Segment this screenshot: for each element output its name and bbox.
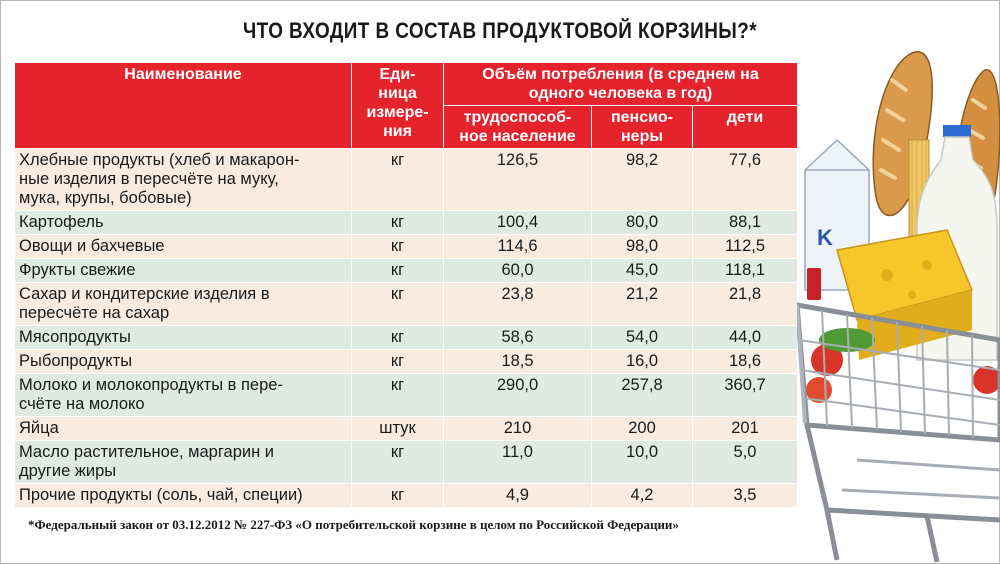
row-children-value: 18,6	[691, 349, 799, 374]
row-working-value: 4,9	[443, 483, 592, 508]
row-unit-cell: кг	[351, 483, 444, 508]
row-name-cell: Рыбопродукты	[14, 349, 352, 374]
row-pensioners-value: 16,0	[591, 349, 693, 374]
table-row: Рыбопродукты кг 18,5 16,0 18,6	[14, 349, 799, 374]
row-unit-cell: кг	[351, 258, 444, 283]
grocery-cart-illustration: K	[797, 51, 1000, 563]
header-consumption: Объём потребления (в среднем на одного ч…	[442, 62, 799, 106]
row-working-value: 210	[443, 416, 592, 441]
table-row: Хлебные продукты (хлеб и макарон- ные из…	[14, 148, 799, 211]
table-row: Мясопродукты кг 58,6 54,0 44,0	[14, 325, 799, 350]
row-pensioners-value: 80,0	[591, 210, 693, 235]
row-working-value: 114,6	[443, 234, 592, 259]
row-pensioners-value: 21,2	[591, 282, 693, 326]
row-children-value: 112,5	[691, 234, 799, 259]
row-children-value: 360,7	[691, 373, 799, 417]
row-working-value: 100,4	[443, 210, 592, 235]
shopping-cart-icon	[797, 268, 1000, 563]
header-name: Наименование	[14, 62, 352, 149]
row-unit-cell: кг	[351, 282, 444, 326]
row-unit-cell: кг	[351, 325, 444, 350]
row-unit-cell: штук	[351, 416, 444, 441]
row-children-value: 201	[691, 416, 799, 441]
row-name-cell: Картофель	[14, 210, 352, 235]
row-children-value: 77,6	[691, 148, 799, 211]
row-pensioners-value: 54,0	[591, 325, 693, 350]
row-children-value: 5,0	[691, 440, 799, 484]
row-working-value: 60,0	[443, 258, 592, 283]
header-unit: Еди- ница измере- ния	[351, 62, 444, 149]
table-row: Овощи и бахчевые кг 114,6 98,0 112,5	[14, 234, 799, 259]
table-row: Фрукты свежие кг 60,0 45,0 118,1	[14, 258, 799, 283]
header-working: трудоспособ- ное население	[443, 105, 592, 149]
row-unit-cell: кг	[351, 440, 444, 484]
row-children-value: 118,1	[691, 258, 799, 283]
table-row: Яйца штук 210 200 201	[14, 416, 799, 441]
table-subheader-row: трудоспособ- ное население пенсио- неры …	[15, 105, 799, 149]
row-pensioners-value: 98,0	[591, 234, 693, 259]
row-pensioners-value: 10,0	[591, 440, 693, 484]
row-name-cell: Яйца	[14, 416, 352, 441]
row-name-cell: Мясопродукты	[14, 325, 352, 350]
row-name-cell: Прочие продукты (соль, чай, специи)	[14, 483, 352, 508]
row-working-value: 11,0	[443, 440, 592, 484]
table-row: Масло растительное, маргарин и другие жи…	[14, 440, 799, 484]
row-unit-cell: кг	[351, 234, 444, 259]
row-pensioners-value: 257,8	[591, 373, 693, 417]
row-name-cell: Хлебные продукты (хлеб и макарон- ные из…	[14, 148, 352, 211]
row-unit-cell: кг	[351, 148, 444, 211]
table-row: Прочие продукты (соль, чай, специи) кг 4,9…	[14, 483, 799, 508]
row-children-value: 3,5	[691, 483, 799, 508]
row-pensioners-value: 98,2	[591, 148, 693, 211]
row-working-value: 18,5	[443, 349, 592, 374]
row-pensioners-value: 45,0	[591, 258, 693, 283]
row-unit-cell: кг	[351, 210, 444, 235]
row-name-cell: Сахар и кондитерские изделия в пересчёте…	[14, 282, 352, 326]
row-working-value: 126,5	[443, 148, 592, 211]
page-title: ЧТО ВХОДИТ В СОСТАВ ПРОДУКТОВОЙ КОРЗИНЫ?…	[242, 18, 758, 43]
row-working-value: 58,6	[443, 325, 592, 350]
table-row: Картофель кг 100,4 80,0 88,1	[14, 210, 799, 235]
row-children-value: 44,0	[691, 325, 799, 350]
grocery-basket-table: Наименование Еди- ница измере- ния Объём…	[14, 62, 799, 508]
footnote: *Федеральный закон от 03.12.2012 № 227-Ф…	[28, 517, 679, 532]
row-pensioners-value: 4,2	[591, 483, 693, 508]
row-unit-cell: кг	[351, 373, 444, 417]
row-working-value: 290,0	[443, 373, 592, 417]
table-row: Молоко и молокопродукты в пере- счёте на…	[14, 373, 799, 417]
header-pensioners: пенсио- неры	[591, 105, 693, 149]
row-unit-cell: кг	[351, 349, 444, 374]
row-name-cell: Молоко и молокопродукты в пере- счёте на…	[14, 373, 352, 417]
carton-label: K	[817, 225, 833, 250]
table-row: Сахар и кондитерские изделия в пересчёте…	[14, 282, 799, 326]
row-children-value: 88,1	[691, 210, 799, 235]
row-name-cell: Масло растительное, маргарин и другие жи…	[14, 440, 352, 484]
row-pensioners-value: 200	[591, 416, 693, 441]
table-header-row: Наименование Еди- ница измере- ния Объём…	[14, 62, 799, 149]
row-children-value: 21,8	[691, 282, 799, 326]
header-children: дети	[691, 105, 799, 149]
row-name-cell: Овощи и бахчевые	[14, 234, 352, 259]
row-name-cell: Фрукты свежие	[14, 258, 352, 283]
row-working-value: 23,8	[443, 282, 592, 326]
